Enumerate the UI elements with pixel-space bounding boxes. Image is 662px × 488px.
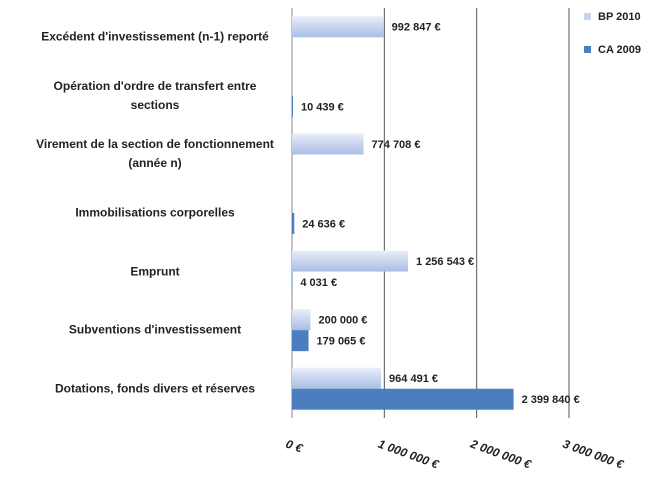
category-label: Virement de la section de fonctionnement… bbox=[36, 137, 274, 171]
bar bbox=[292, 250, 409, 272]
value-label: 4 031 € bbox=[300, 277, 337, 289]
value-label: 964 491 € bbox=[389, 373, 438, 385]
bar bbox=[292, 133, 364, 155]
x-tick-label: 1 000 000 € bbox=[376, 437, 442, 472]
x-tick-label: 0 € bbox=[284, 437, 306, 456]
bar bbox=[292, 388, 514, 410]
bar bbox=[292, 330, 309, 352]
category-label: Opération d'ordre de transfert entre sec… bbox=[53, 78, 257, 112]
value-label: 992 847 € bbox=[392, 22, 441, 34]
value-label: 200 000 € bbox=[318, 315, 367, 327]
bar bbox=[292, 213, 295, 234]
value-label: 1 256 543 € bbox=[416, 256, 474, 268]
value-label: 2 399 840 € bbox=[522, 394, 580, 406]
bar bbox=[292, 95, 293, 117]
category-label: Subventions d'investissement bbox=[68, 322, 242, 337]
bar bbox=[292, 309, 311, 331]
bar bbox=[292, 16, 384, 38]
value-label: 24 636 € bbox=[302, 218, 345, 230]
category-label: Dotations, fonds divers et réserves bbox=[54, 381, 256, 396]
x-tick-label: 2 000 000 € bbox=[468, 436, 535, 472]
value-label: 179 065 € bbox=[317, 336, 366, 348]
legend-swatch bbox=[584, 46, 591, 53]
legend-label: BP 2010 bbox=[598, 11, 641, 23]
category-label: Emprunt bbox=[130, 264, 180, 279]
bar bbox=[292, 367, 382, 389]
legend-swatch bbox=[584, 13, 591, 20]
legend-label: CA 2009 bbox=[598, 44, 641, 56]
x-tick-label: 3 000 000 € bbox=[561, 437, 627, 472]
category-label: Immobilisations corporelles bbox=[75, 205, 235, 220]
value-label: 10 439 € bbox=[301, 101, 344, 113]
category-label: Excédent d'investissement (n-1) reporté bbox=[41, 29, 269, 44]
value-label: 774 708 € bbox=[372, 139, 421, 151]
